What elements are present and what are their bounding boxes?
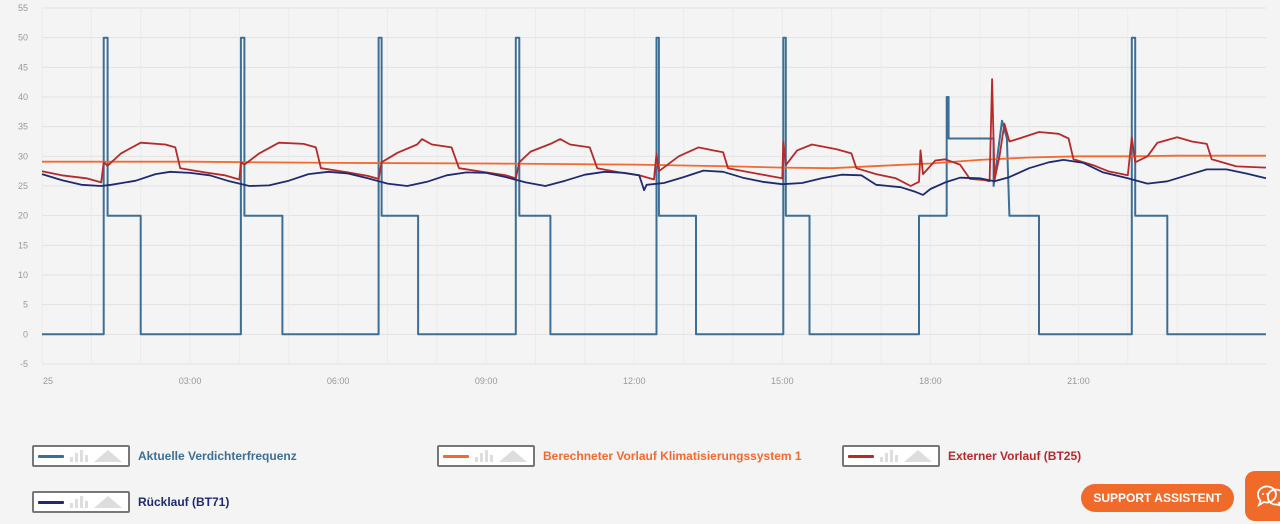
y-tick-label: 25 bbox=[18, 181, 28, 191]
series-line-3 bbox=[41, 78, 1267, 187]
line-swatch-icon bbox=[38, 500, 64, 504]
chart-area: -5 0 5 10 15 20 25 30 35 40 45 50 55 25 03:00 06:00 09:0… bbox=[18, 3, 1267, 386]
bar-chart-icon bbox=[880, 450, 898, 462]
y-tick-label: 35 bbox=[18, 122, 28, 132]
legend-toggle-box[interactable] bbox=[32, 445, 130, 467]
legend-toggle-box[interactable] bbox=[32, 491, 130, 513]
legend-item-externer-vorlauf[interactable]: Externer Vorlauf (BT25) bbox=[842, 443, 1081, 469]
legend-label: Externer Vorlauf (BT25) bbox=[948, 449, 1082, 463]
legend-label: Berechneter Vorlauf Klimatisierungssyste… bbox=[543, 449, 802, 463]
y-tick-label: 55 bbox=[18, 3, 28, 13]
support-assistant-button[interactable]: SUPPORT ASSISTENT bbox=[1081, 484, 1234, 512]
y-tick-label: 45 bbox=[18, 62, 28, 72]
x-tick-label: 12:00 bbox=[623, 376, 646, 386]
y-tick-label: 10 bbox=[18, 270, 28, 280]
legend-label: Rücklauf (BT71) bbox=[138, 495, 230, 509]
area-chart-icon bbox=[94, 450, 122, 462]
legend-label: Aktuelle Verdichterfrequenz bbox=[138, 449, 297, 463]
y-tick-label: -5 bbox=[20, 359, 28, 369]
line-swatch-icon bbox=[848, 454, 874, 458]
y-tick-label: 40 bbox=[18, 92, 28, 102]
y-tick-label: 0 bbox=[23, 329, 28, 339]
chat-bubbles-icon bbox=[1257, 485, 1280, 508]
series-line-4 bbox=[41, 159, 1267, 196]
x-tick-label: 09:00 bbox=[475, 376, 498, 386]
x-tick-label: 21:00 bbox=[1067, 376, 1090, 386]
legend-toggle-box[interactable] bbox=[842, 445, 940, 467]
line-swatch-icon bbox=[443, 454, 469, 458]
x-tick-label: 15:00 bbox=[771, 376, 794, 386]
x-tick-label: 03:00 bbox=[179, 376, 202, 386]
x-tick-label: 06:00 bbox=[327, 376, 350, 386]
y-tick-label: 50 bbox=[18, 33, 28, 43]
area-chart-icon bbox=[499, 450, 527, 462]
y-tick-label: 30 bbox=[18, 151, 28, 161]
bar-chart-icon bbox=[475, 450, 493, 462]
bar-chart-icon bbox=[70, 450, 88, 462]
legend-toggle-box[interactable] bbox=[437, 445, 535, 467]
area-chart-icon bbox=[904, 450, 932, 462]
y-tick-label: 15 bbox=[18, 240, 28, 250]
x-tick-label: 18:00 bbox=[919, 376, 942, 386]
legend-item-ruecklauf[interactable]: Rücklauf (BT71) bbox=[32, 489, 229, 515]
bar-chart-icon bbox=[70, 496, 88, 508]
series-line-1 bbox=[42, 36, 1266, 336]
area-chart-icon bbox=[94, 496, 122, 508]
y-tick-label: 20 bbox=[18, 211, 28, 221]
y-tick-label: 5 bbox=[23, 300, 28, 310]
chat-button[interactable] bbox=[1245, 471, 1280, 521]
line-swatch-icon bbox=[38, 454, 64, 458]
legend-item-berechneter-vorlauf[interactable]: Berechneter Vorlauf Klimatisierungssyste… bbox=[437, 443, 802, 469]
legend-item-verdichterfrequenz[interactable]: Aktuelle Verdichterfrequenz bbox=[32, 443, 297, 469]
x-tick-label: 25 bbox=[43, 376, 53, 386]
